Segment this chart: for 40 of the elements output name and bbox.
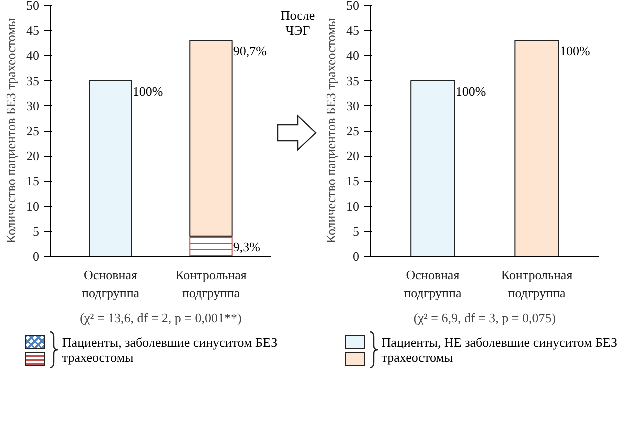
y-tick-label: 35 <box>26 73 40 88</box>
y-tick-label: 20 <box>26 148 40 164</box>
annotation: 90,7% <box>233 44 268 59</box>
x-tick-label: Контрольная подгруппа <box>501 268 573 300</box>
y-tick-label: 20 <box>346 148 360 164</box>
y-axis-title: Количество пациентов БЕЗ трахеостомы <box>4 18 18 244</box>
bar <box>89 80 132 256</box>
text: (χ² = 13,6, df = 2, p = 0,001**) <box>80 310 242 326</box>
y-tick-label: 15 <box>346 174 360 189</box>
annotation: 100% <box>132 84 164 99</box>
y-tick-label: 25 <box>26 124 40 138</box>
y-tick-label: 0 <box>33 249 40 264</box>
y-tick-label: 5 <box>33 224 40 239</box>
y-tick-label: 40 <box>346 48 360 64</box>
y-tick-label: 25 <box>346 124 360 138</box>
annotation: 100% <box>560 44 590 59</box>
y-tick-label: 15 <box>26 174 40 189</box>
y-tick-label: 45 <box>26 23 40 38</box>
y-tick-label: 0 <box>353 249 360 264</box>
y-tick-label: 30 <box>346 98 360 114</box>
text: После ЧЭГ <box>280 8 316 38</box>
x-tick-label: Контрольная подгруппа <box>176 268 247 300</box>
y-axis-title: Количество пациентов БЕЗ трахеостомы <box>324 18 338 244</box>
annotation: 9,3% <box>233 239 261 254</box>
y-tick-label: 45 <box>346 23 360 38</box>
legend-label: Пациенты, заболевшие синуситом БЕЗ трахеостомы <box>62 335 279 365</box>
annotation: 100% <box>456 84 486 99</box>
y-tick-label: 50 <box>26 0 40 13</box>
x-tick-label: Основная подгруппа <box>404 268 462 300</box>
y-tick-label: 10 <box>346 198 360 214</box>
y-tick-label: 35 <box>346 73 360 88</box>
y-tick-label: 5 <box>353 224 360 239</box>
x-tick-label: Основная подгруппа <box>82 268 140 300</box>
y-tick-label: 10 <box>26 198 40 214</box>
text: (χ² = 6,9, df = 3, p = 0,075) <box>414 310 556 326</box>
y-tick-label: 40 <box>26 48 40 64</box>
bar <box>190 40 233 237</box>
y-tick-label: 30 <box>26 98 40 114</box>
legend-label: Пациенты, НЕ заболевшие синуситом БЕЗ трахеостомы <box>382 335 619 365</box>
y-tick-label: 50 <box>346 0 360 13</box>
